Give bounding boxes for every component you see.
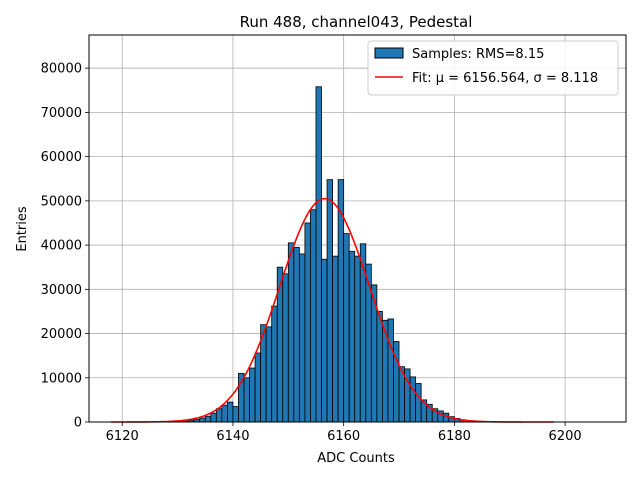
- y-tick-label: 70000: [41, 106, 82, 121]
- histogram-bar: [326, 179, 333, 423]
- histogram-bar: [321, 258, 328, 423]
- x-tick-label: 6160: [327, 429, 360, 444]
- x-tick-label: 6140: [216, 429, 249, 444]
- histogram-bar: [298, 253, 306, 423]
- y-tick-label: 60000: [41, 150, 82, 165]
- histogram-bar: [199, 417, 206, 423]
- legend-box: [367, 40, 619, 96]
- histogram-bar: [304, 222, 311, 423]
- fit-curve: [111, 197, 555, 423]
- plot-frame: [88, 34, 627, 423]
- histogram-bar: [210, 412, 217, 423]
- histogram-bar: [232, 406, 239, 423]
- histogram-bar: [287, 242, 295, 423]
- histogram-bar: [415, 383, 422, 423]
- x-tick-label: 6120: [106, 429, 139, 444]
- legend-histogram-label: Samples: RMS=8.15: [412, 47, 544, 62]
- histogram-bar: [376, 311, 383, 423]
- y-tick-label: 20000: [41, 327, 82, 342]
- histogram-bar: [265, 326, 273, 423]
- x-tick-label: 6180: [438, 429, 471, 444]
- histogram-bar: [271, 305, 278, 423]
- histogram-bar: [310, 209, 317, 423]
- x-axis-label: ADC Counts: [317, 451, 395, 466]
- histogram-bar: [354, 255, 361, 423]
- histogram-bar: [221, 404, 228, 423]
- histogram-bar: [254, 352, 262, 423]
- y-tick-label: 80000: [41, 62, 82, 77]
- y-tick-label: 10000: [41, 371, 82, 386]
- x-tick-label: 6200: [549, 429, 582, 444]
- histogram-bar: [332, 255, 339, 423]
- legend: Samples: RMS=8.15 Fit: μ = 6156.564, σ =…: [367, 40, 619, 96]
- histogram-bar: [243, 377, 250, 423]
- y-tick-label: 30000: [41, 283, 82, 298]
- histogram-bar: [315, 86, 322, 423]
- histogram-bar: [282, 273, 289, 423]
- histogram-bar: [387, 318, 394, 423]
- y-axis-ticks: 0 10000 20000 30000 40000 50000 60000 70000 8000…: [41, 62, 89, 431]
- histogram-bar: [348, 250, 356, 423]
- histogram-bar: [204, 415, 212, 423]
- y-tick-label: 40000: [41, 239, 82, 254]
- y-tick-label: 50000: [41, 194, 82, 209]
- histogram-bar: [343, 233, 350, 423]
- histogram-bar: [409, 376, 417, 423]
- y-tick-label: 0: [74, 416, 82, 431]
- legend-fit-label: Fit: μ = 6156.564, σ = 8.118: [412, 71, 598, 86]
- histogram-bar: [215, 408, 223, 423]
- histogram-bar: [227, 401, 234, 423]
- histogram-bar: [249, 367, 256, 423]
- legend-histogram-swatch: [374, 47, 404, 59]
- histogram-bar: [293, 246, 300, 423]
- chart-title: Run 488, channel043, Pedestal: [240, 13, 473, 31]
- y-axis-label: Entries: [15, 206, 30, 252]
- x-axis-ticks: 6120 6140 6160 6180 6200: [106, 422, 582, 444]
